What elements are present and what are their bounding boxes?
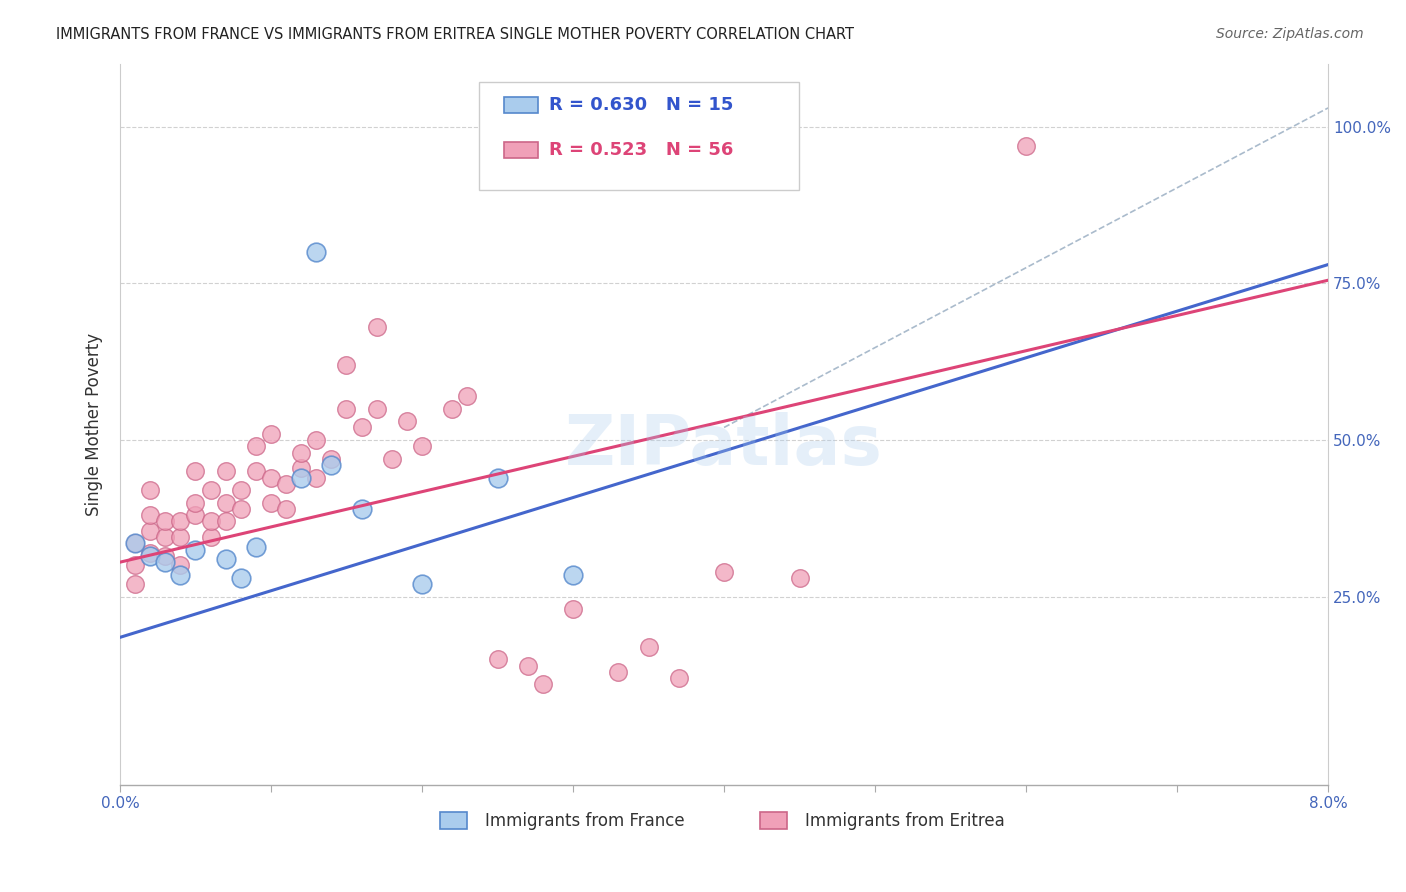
FancyBboxPatch shape — [440, 812, 467, 830]
Point — [562, 567, 585, 582]
Point — [486, 652, 509, 666]
Text: IMMIGRANTS FROM FRANCE VS IMMIGRANTS FROM ERITREA SINGLE MOTHER POVERTY CORRELAT: IMMIGRANTS FROM FRANCE VS IMMIGRANTS FRO… — [56, 27, 855, 42]
Point — [184, 496, 207, 510]
Point — [139, 546, 162, 560]
Point — [562, 602, 585, 616]
Point — [290, 461, 312, 475]
Point — [366, 401, 388, 416]
Point — [260, 426, 283, 441]
Point — [516, 658, 538, 673]
Point — [290, 470, 312, 484]
Point — [335, 401, 357, 416]
Point — [215, 496, 238, 510]
Point — [290, 445, 312, 459]
Point — [260, 496, 283, 510]
Point — [200, 483, 222, 497]
Point — [155, 549, 177, 563]
Point — [637, 640, 659, 654]
Point — [184, 508, 207, 523]
Point — [124, 558, 146, 573]
Point — [350, 502, 373, 516]
Text: R = 0.523   N = 56: R = 0.523 N = 56 — [548, 141, 734, 159]
Point — [124, 536, 146, 550]
Point — [200, 515, 222, 529]
FancyBboxPatch shape — [479, 82, 799, 190]
Point — [155, 515, 177, 529]
Point — [139, 483, 162, 497]
Point — [274, 502, 297, 516]
Point — [531, 677, 554, 691]
Point — [395, 414, 418, 428]
Point — [200, 530, 222, 544]
Point — [245, 464, 267, 478]
Point — [366, 320, 388, 334]
Point — [169, 515, 191, 529]
Text: R = 0.630   N = 15: R = 0.630 N = 15 — [548, 96, 734, 114]
Point — [215, 464, 238, 478]
Point — [607, 665, 630, 679]
Text: Immigrants from Eritrea: Immigrants from Eritrea — [806, 812, 1005, 830]
FancyBboxPatch shape — [505, 97, 538, 113]
Point — [245, 540, 267, 554]
Text: Immigrants from France: Immigrants from France — [485, 812, 685, 830]
Point — [155, 530, 177, 544]
Point — [215, 552, 238, 566]
Point — [169, 558, 191, 573]
Point — [713, 565, 735, 579]
Point — [486, 470, 509, 484]
Point — [381, 451, 404, 466]
Point — [124, 536, 146, 550]
Point — [245, 439, 267, 453]
Point — [668, 671, 690, 685]
Point — [169, 530, 191, 544]
Point — [305, 433, 328, 447]
Point — [1015, 138, 1038, 153]
Text: ZIPatlas: ZIPatlas — [565, 412, 883, 479]
Text: Source: ZipAtlas.com: Source: ZipAtlas.com — [1216, 27, 1364, 41]
Point — [321, 458, 343, 472]
Point — [139, 524, 162, 538]
FancyBboxPatch shape — [761, 812, 787, 830]
Point — [305, 245, 328, 260]
Point — [305, 470, 328, 484]
Point — [321, 451, 343, 466]
Point — [155, 555, 177, 569]
Point — [789, 571, 811, 585]
Point — [215, 515, 238, 529]
Point — [260, 470, 283, 484]
Point — [139, 508, 162, 523]
Point — [274, 476, 297, 491]
Point — [124, 577, 146, 591]
FancyBboxPatch shape — [505, 142, 538, 158]
Y-axis label: Single Mother Poverty: Single Mother Poverty — [86, 333, 103, 516]
Point — [229, 502, 252, 516]
Point — [411, 439, 433, 453]
Point — [229, 571, 252, 585]
Point — [184, 464, 207, 478]
Point — [184, 542, 207, 557]
Point — [335, 358, 357, 372]
Point — [229, 483, 252, 497]
Point — [456, 389, 478, 403]
Point — [441, 401, 464, 416]
Point — [350, 420, 373, 434]
Point — [139, 549, 162, 563]
Point — [169, 567, 191, 582]
Point — [411, 577, 433, 591]
